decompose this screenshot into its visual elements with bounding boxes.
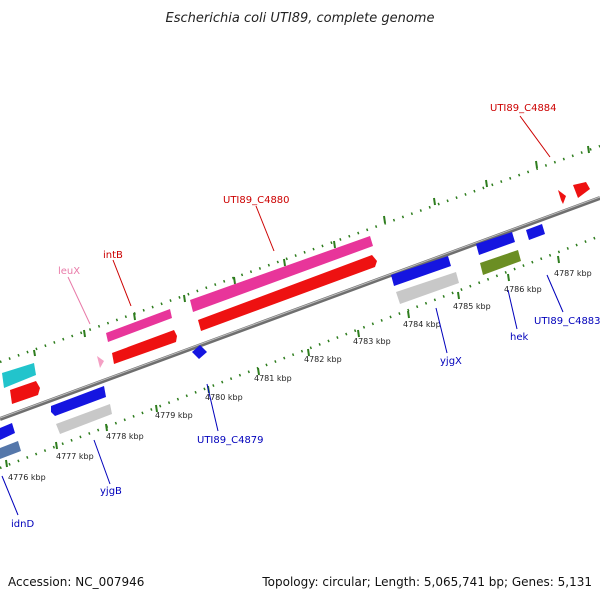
forward-features <box>2 182 590 404</box>
topology-text: Topology: circular; Length: 5,065,741 bp… <box>261 575 592 589</box>
gene-left-forward <box>10 381 40 404</box>
gene-leuX <box>97 356 104 368</box>
scale-label: 4786 kbp <box>504 285 542 294</box>
gene-label: leuX <box>58 266 80 277</box>
gene-label: intB <box>103 250 123 261</box>
scale-label: 4781 kbp <box>254 374 292 383</box>
scale-label: 4787 kbp <box>554 269 592 278</box>
gene-yjgX <box>391 256 451 286</box>
gene-label: idnD <box>11 519 34 530</box>
gene-uti89-c4883 <box>526 224 545 240</box>
gene-intB <box>106 309 172 342</box>
gene-yjgB <box>51 386 106 416</box>
gene-label: yjgX <box>440 356 462 367</box>
gene-yjgX-cds <box>396 272 459 304</box>
gene-hek-cds <box>480 250 521 275</box>
reverse-gene-labels: yjgB idnD UTI89_C4879 yjgX hek UTI89_C48… <box>11 316 600 530</box>
gene-uti89-c4879 <box>192 345 207 359</box>
reverse-features <box>0 224 545 459</box>
map-title: Escherichia coli UTI89, complete genome <box>166 11 435 26</box>
scale-label: 4782 kbp <box>304 355 342 364</box>
gene-uti89-c4884 <box>573 182 590 198</box>
scale-labels: 4776 kbp 4777 kbp 4778 kbp 4779 kbp 4780… <box>8 269 592 482</box>
scale-label: 4780 kbp <box>205 393 243 402</box>
label-leaders <box>1 115 564 516</box>
gene-uti89-c4880 <box>190 236 373 312</box>
gene-label: UTI89_C4879 <box>197 435 264 446</box>
gene-uti89-c4884-small <box>558 190 566 204</box>
forward-major-ticks <box>33 145 590 357</box>
gene-yjgB-cds <box>56 404 112 434</box>
reverse-major-ticks <box>5 255 560 468</box>
gene-label: hek <box>510 332 528 343</box>
scale-label: 4784 kbp <box>403 320 441 329</box>
gene-idnD <box>0 423 15 440</box>
accession-text: Accession: NC_007946 <box>8 575 144 589</box>
scale-label: 4785 kbp <box>453 302 491 311</box>
gene-intB-cds <box>112 330 177 364</box>
scale-label: 4777 kbp <box>56 452 94 461</box>
forward-gene-labels: UTI89_C4884 UTI89_C4880 intB leuX <box>58 103 557 277</box>
genome-backbone <box>0 196 600 421</box>
scale-label: 4776 kbp <box>8 473 46 482</box>
gene-hek <box>476 232 515 255</box>
gene-label: UTI89_C4883 <box>534 316 600 327</box>
gene-idnD-cds <box>0 441 21 459</box>
gene-left-cyan <box>2 363 36 388</box>
gene-uti89-c4880-cds <box>198 255 377 331</box>
gene-label: UTI89_C4884 <box>490 103 557 114</box>
scale-label: 4783 kbp <box>353 337 391 346</box>
gene-label: yjgB <box>100 486 122 497</box>
gene-label: UTI89_C4880 <box>223 195 290 206</box>
scale-label: 4778 kbp <box>106 432 144 441</box>
scale-label: 4779 kbp <box>155 411 193 420</box>
